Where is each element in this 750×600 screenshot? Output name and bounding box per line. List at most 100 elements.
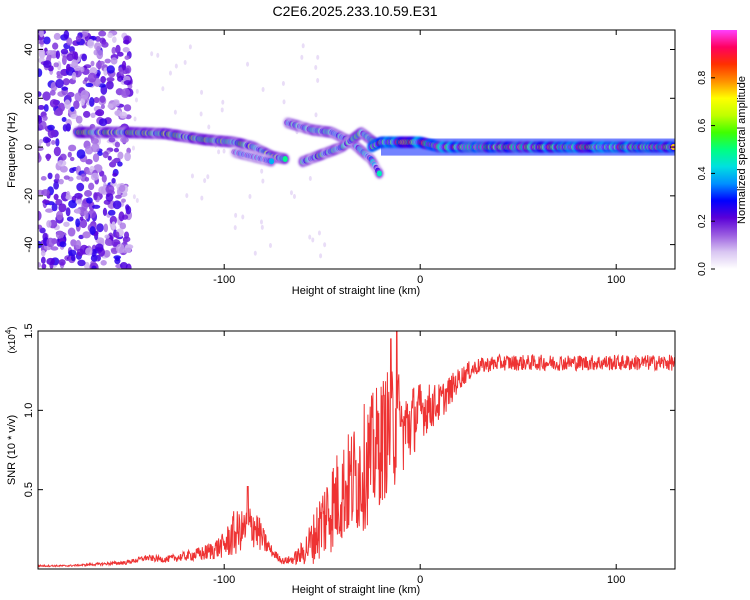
spectrogram-noise-blob: [173, 109, 177, 115]
spectrogram-noise-blob: [200, 89, 204, 95]
spectrogram-noise-blob: [108, 137, 116, 143]
spectrogram-noise-blob: [317, 230, 321, 236]
spectrogram-noise-blob: [70, 239, 77, 247]
spectrogram-noise-blob: [58, 178, 64, 185]
spectrogram-noise-blob: [104, 58, 111, 64]
spectrogram-y-tick-label: 20: [23, 92, 35, 104]
spectrogram-noise-blob: [70, 106, 75, 112]
spectrogram-noise-blob: [62, 78, 70, 86]
spectrogram-noise-blob: [79, 216, 84, 221]
spectrogram-noise-blob: [79, 66, 85, 73]
spectrogram-noise-blob: [61, 86, 69, 91]
spectrogram-noise-blob: [42, 115, 48, 121]
spectrogram-noise-blob: [206, 174, 210, 180]
spectrogram-x-label: Height of straight line (km): [292, 285, 420, 297]
spectrogram-noise-blob: [133, 116, 137, 122]
spectrogram-noise-blob: [53, 62, 59, 68]
spectrogram-noise-blob: [41, 189, 50, 196]
spectrogram-noise-blob: [261, 87, 265, 93]
spectrogram-y-tick-label: -20: [23, 188, 35, 204]
spectrogram-noise-blob: [95, 243, 104, 252]
spectrogram-noise-blob: [121, 88, 131, 97]
spectrogram-noise-blob: [38, 91, 42, 97]
spectrogram-noise-blob: [118, 184, 126, 193]
spectrogram-noise-blob: [43, 36, 51, 45]
spectrogram-noise-blob: [241, 214, 245, 220]
spectrogram-noise-blob: [183, 60, 187, 66]
spectrogram-noise-blob: [174, 63, 178, 69]
snr-scale-base: (x10: [7, 334, 18, 354]
spectrogram-noise-blob: [51, 140, 56, 145]
colorbar-tick-label: 0.6: [697, 118, 708, 132]
snr-x-label: Height of straight line (km): [292, 584, 420, 596]
snr-y-tick-label: 1.0: [23, 403, 35, 418]
spectrogram-panel: -100 0 100 -40 -20 0 20 40 Height of straight …: [6, 29, 676, 297]
spectrogram-noise-blob: [42, 199, 50, 204]
spectrogram-noise-blob: [38, 262, 42, 268]
snr-scale-label: (x104): [4, 326, 18, 353]
spectrogram-noise-blob: [123, 80, 132, 86]
spectrogram-noise-blob: [95, 61, 103, 69]
spectrogram-noise-blob: [38, 105, 45, 110]
spectrogram-noise-blob: [118, 211, 125, 222]
spectrogram-noise-blob: [38, 138, 44, 144]
spectrogram-noise-blob: [102, 207, 108, 217]
spectrogram-noise-blob: [100, 104, 105, 110]
spectrogram-noise-blob: [66, 53, 74, 62]
spectrogram-noise-blob: [68, 46, 75, 53]
spectrogram-noise-blob: [46, 257, 55, 266]
spectrogram-noise-blob: [46, 49, 55, 55]
spectrogram-noise-blob: [311, 237, 315, 243]
spectrogram-noise-blob: [106, 80, 114, 90]
spectrogram-noise-blob: [111, 159, 117, 165]
spectrogram-noise-blob: [60, 48, 69, 55]
spectrogram-noise-blob: [282, 99, 286, 105]
spectrogram-noise-blob: [66, 37, 73, 46]
spectrogram-noise-blob: [84, 190, 93, 197]
spectrogram-noise-blob: [53, 146, 61, 157]
spectrogram-noise-blob: [38, 115, 43, 124]
spectrogram-noise-blob: [200, 195, 204, 201]
spectrogram-noise-blob: [117, 161, 123, 167]
spectrogram-noise-blob: [66, 63, 71, 72]
spectrogram-noise-blob: [222, 148, 226, 154]
snr-frame: [37, 330, 676, 570]
spectrogram-noise-blob: [188, 44, 192, 50]
spectrogram-noise-blob: [233, 225, 237, 231]
spectrogram-noise-blob: [59, 241, 67, 248]
spectrogram-noise-blob: [90, 60, 95, 67]
spectrogram-y-ticks: -40 -20 0 20 40: [23, 43, 675, 253]
spectrogram-noise-blob: [53, 181, 59, 190]
spectrogram-frame: [37, 29, 676, 270]
spectrogram-noise-blob: [112, 200, 122, 210]
colorbar-tick-label: 0.2: [697, 214, 708, 228]
colorbar-tick-label: 0.4: [697, 166, 708, 180]
spectrogram-y-label: Frequency (Hz): [6, 112, 18, 188]
spectrogram-noise-blob: [91, 204, 101, 209]
spectrogram-noise-blob: [58, 102, 66, 112]
spectrogram-noise-blob: [161, 86, 165, 92]
spectrogram-noise-blob: [111, 221, 116, 230]
spectrogram-noise-blob: [103, 223, 109, 233]
spectrogram-noise-blob: [122, 39, 130, 45]
spectrogram-noise-blob: [38, 210, 42, 221]
spectrogram-noise-blob: [39, 30, 44, 38]
spectrogram-noise-blob: [38, 154, 42, 163]
colorbar-label: Normalized spectral amplitude: [736, 76, 748, 224]
spectrogram-noise-blob: [220, 107, 224, 113]
spectrogram-noise-blob: [292, 193, 296, 199]
spectrogram-noise-blob: [101, 174, 107, 183]
spectrogram-noise-blob: [101, 41, 109, 48]
spectrogram-noise-blob: [110, 57, 118, 65]
spectrogram-noise-blob: [80, 97, 86, 106]
spectrogram-noise-blob: [260, 224, 264, 230]
spectrogram-noise-blob: [79, 218, 88, 229]
spectrogram-noise-blob: [77, 259, 86, 267]
spectrogram-noise-blob: [43, 60, 52, 69]
spectrogram-noise-blob: [123, 231, 130, 239]
spectrogram-noise-blob: [86, 197, 93, 204]
spectrogram-noise-blob: [90, 254, 98, 262]
spectrogram-noise-blob: [217, 149, 221, 155]
snr-scale-close: ): [7, 326, 18, 329]
spectrogram-noise-blob: [75, 199, 84, 205]
